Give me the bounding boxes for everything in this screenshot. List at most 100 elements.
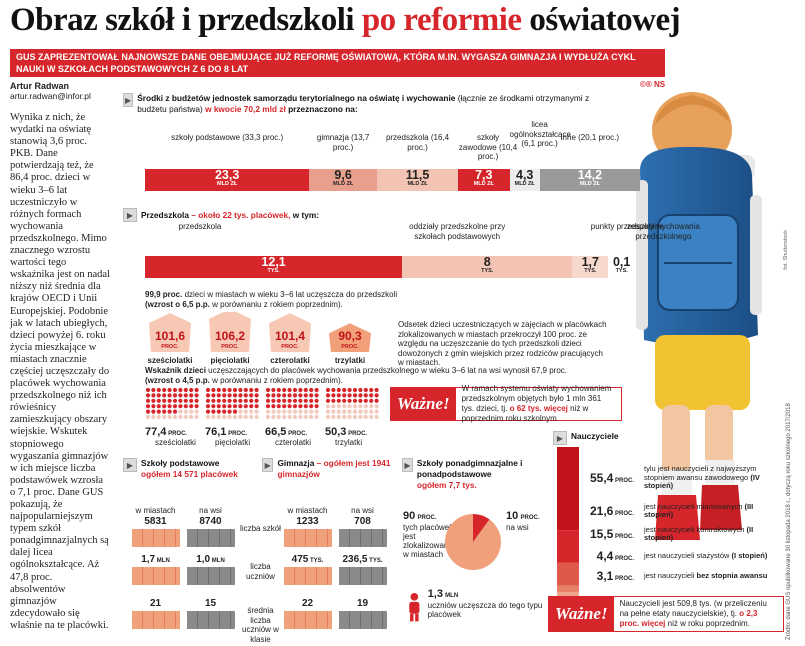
index-dot [151,404,156,409]
index-dot [336,393,341,398]
index-dot [232,387,238,393]
primary-total: ogółem 14 571 placówek [141,469,238,479]
index-dot [292,414,298,420]
teacher-column [557,447,579,597]
index-dot [205,404,211,409]
attendance-label: czterolatki [270,356,310,365]
attendance-mark [209,312,251,352]
index-dot [254,404,259,409]
index-item: 66,5 PROC. czterolatki [265,387,323,448]
important-tag: Ważne! [549,597,614,631]
index-dot [352,387,358,393]
teacher-row: 4,4 PROC. jest nauczycieli stażystów (I s… [583,547,788,565]
bar-segment: 11,5 MLD ZŁ [376,169,459,191]
index-dot [336,398,341,403]
index-dot [238,404,243,409]
bar-label: szkoły podstawowe (33,3 proc.) [171,133,284,142]
teacher-desc: jest nauczycieli stażystów [644,550,732,560]
index-dot [222,404,227,409]
index-dot [347,398,352,403]
index-dot [178,404,183,409]
index-dot [254,398,259,403]
bar-value: 23,3 [214,168,240,182]
index-dot [271,387,276,393]
village-value: 8740 [183,516,238,527]
index-dot [216,409,221,414]
village-brick [186,529,235,547]
village-block: 708 [335,516,390,549]
city-brick [283,529,332,547]
bar-unit: MLD ZŁ [333,181,354,187]
index-dot [331,409,336,414]
index-dot [276,387,281,393]
index-dot [358,387,363,393]
index-item: 76,1 PROC. pięciolatki [205,387,263,448]
index-dot [216,404,221,409]
index-unit: PROC. [286,431,308,437]
index-dot [298,398,303,403]
index-dot [358,409,363,414]
index-dot [249,393,254,398]
bar-unit: MLD ZŁ [217,181,238,187]
row-label: liczba uczniów [246,562,275,581]
index-dot [151,398,156,403]
index-dot [325,387,331,393]
bar-value: 7,3 [475,168,493,182]
index-dot [282,387,287,393]
index-dot [249,404,254,409]
village-header: na wsi [351,506,374,515]
attendance-item: 106,2 PROC. pięciolatki [205,312,255,366]
city-number: 1233 [296,516,319,527]
index-dot [194,398,199,403]
post-title: Szkoły ponadgimnazjalne i ponadpodstawow… [416,458,523,479]
village-brick [186,567,235,585]
attendance-text: 99,9 proc. dzieci w miastach w wieku 3–6… [145,290,398,309]
teacher-number: 3,1 [596,569,614,583]
index-dot [287,404,292,409]
index-dot [358,414,363,420]
village-brick [338,529,387,547]
index-label: pięciolatki [215,438,251,447]
index-dot [363,398,368,403]
primary-title: Szkoły podstawowe [141,458,220,468]
row-label: liczba szkół [240,524,281,533]
index-dot [156,409,161,414]
gym-grid: w miastach na wsi 1233 708 475 TYS. 236,5 TYS… [280,488,400,638]
bar-segment: 7,3 MLD ZŁ [458,168,510,191]
teacher-rows: 55,4 PROC. tylu jest nauczycieli z najwyż… [583,447,788,597]
teacher-unit: PROC. [613,576,634,582]
attendance-chart: 101,6 PROC. sześciolatki 106,2 PROC. pięciola… [145,312,385,367]
index-dot [211,404,216,409]
index-dot [369,387,374,393]
city-number: 22 [301,598,314,609]
village-brick [186,611,235,629]
attendance-value: 101,4 [275,329,305,343]
teacher-segment [557,585,579,593]
city-value: 5831 [128,516,183,527]
index-dot [292,404,298,409]
index-dot [292,398,298,403]
index-dot [336,387,341,393]
index-number: 66,5 [265,426,287,438]
index-dot [309,398,314,403]
index-dot [369,398,374,403]
index-dot [216,414,221,420]
index-value: 50,3 PROC. [325,426,383,438]
index-dot [227,409,232,414]
index-dot [369,414,374,420]
index-dot [167,409,172,414]
bar-value: 9,6 [334,168,352,182]
index-dot [194,387,199,393]
index-dot [172,398,178,403]
bar-segment: 4,3 MLD ZŁ [509,169,540,191]
teacher-segment [557,447,579,531]
city-unit: MLN [155,558,170,564]
village-block: 1,0 MLN [183,554,238,587]
teacher-unit: PROC. [613,534,634,540]
teacher-number: 21,6 [589,504,614,518]
author-email[interactable]: artur.radwan@infor.pl [10,91,91,101]
index-dot [314,387,319,393]
index-dot [216,387,221,393]
index-dot [243,387,248,393]
index-dot [336,404,341,409]
